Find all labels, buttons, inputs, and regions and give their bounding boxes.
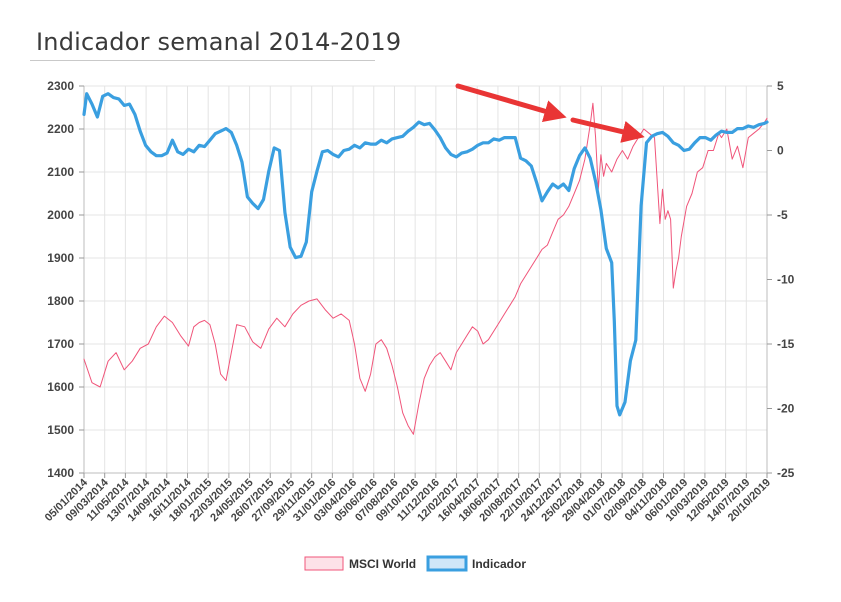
series-layer <box>82 92 769 435</box>
legend-label: Indicador <box>472 557 526 571</box>
left-tick-label: 1600 <box>47 380 74 394</box>
right-tick-label: 5 <box>777 79 784 93</box>
legend-msci-world[interactable]: MSCI World <box>304 556 416 571</box>
red-arrow-1 <box>455 83 567 123</box>
legend-label: MSCI World <box>349 557 416 571</box>
left-tick-label: 2300 <box>47 79 74 93</box>
grid-lines <box>83 85 768 474</box>
left-axis-ticks: 1400 1500 1600 1700 1800 1900 2000 2100 2200 2300 <box>47 79 84 480</box>
axes <box>83 86 768 474</box>
right-tick-label: 0 <box>777 144 784 158</box>
left-tick-label: 1700 <box>47 337 74 351</box>
legend-swatch <box>426 555 468 572</box>
series-line-msci-world <box>83 102 768 435</box>
left-tick-label: 2100 <box>47 165 74 179</box>
right-tick-label: -10 <box>777 273 795 287</box>
legend: MSCI World Indicador <box>304 555 526 572</box>
right-tick-label: -5 <box>777 208 788 222</box>
left-tick-label: 2000 <box>47 208 74 222</box>
right-axis-ticks: -25 -20 -15 -10 -5 0 5 <box>767 79 795 480</box>
annotation-arrows <box>455 83 645 143</box>
title-underline <box>30 60 375 61</box>
left-tick-label: 1800 <box>47 294 74 308</box>
red-arrow-2 <box>570 117 645 143</box>
right-tick-label: -25 <box>777 466 795 480</box>
left-tick-label: 1500 <box>47 423 74 437</box>
right-tick-label: -15 <box>777 337 795 351</box>
legend-indicador[interactable]: Indicador <box>426 555 526 572</box>
left-tick-label: 2200 <box>47 122 74 136</box>
chart-title: Indicador semanal 2014-2019 <box>36 28 402 56</box>
left-tick-label: 1400 <box>47 466 74 480</box>
left-tick-label: 1900 <box>47 251 74 265</box>
series-line-indicador <box>82 92 769 417</box>
right-tick-label: -20 <box>777 402 795 416</box>
x-axis-ticks: 05/01/201409/03/201411/05/201413/07/2014… <box>43 473 773 524</box>
legend-swatch <box>304 556 344 571</box>
